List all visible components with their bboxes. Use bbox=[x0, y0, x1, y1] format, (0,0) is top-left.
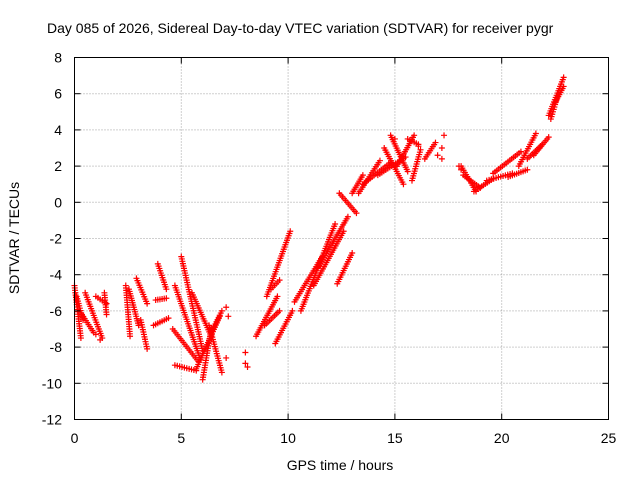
data-point bbox=[127, 333, 134, 340]
data-point bbox=[163, 286, 170, 293]
data-point bbox=[218, 307, 225, 314]
axis-ticks bbox=[74, 57, 609, 420]
data-point bbox=[391, 135, 398, 142]
data-point bbox=[332, 221, 339, 228]
data-point bbox=[144, 300, 151, 307]
y-tick-label: -12 bbox=[42, 412, 62, 428]
data-point bbox=[103, 311, 110, 318]
y-tick-label: 6 bbox=[54, 86, 62, 102]
data-point bbox=[144, 345, 151, 352]
data-point bbox=[353, 210, 360, 217]
data-point bbox=[103, 300, 110, 307]
y-tick-label: 8 bbox=[54, 50, 62, 66]
y-tick-label: -8 bbox=[50, 339, 63, 355]
y-tick-label: -6 bbox=[50, 303, 63, 319]
data-point bbox=[438, 145, 445, 151]
data-point bbox=[376, 157, 383, 164]
chart-title: Day 085 of 2026, Sidereal Day-to-day VTE… bbox=[47, 20, 554, 36]
y-tick-label: 0 bbox=[54, 194, 62, 210]
data-point bbox=[438, 155, 445, 162]
data-point bbox=[434, 152, 441, 159]
data-point bbox=[411, 132, 418, 139]
x-axis-label: GPS time / hours bbox=[287, 457, 394, 473]
data-point bbox=[276, 307, 283, 314]
x-tick-label: 20 bbox=[494, 430, 510, 446]
data-point bbox=[417, 146, 424, 153]
x-tick-label: 5 bbox=[177, 430, 185, 446]
data-point bbox=[276, 277, 283, 284]
data-point bbox=[218, 369, 225, 376]
data-point bbox=[135, 322, 142, 329]
y-tick-label: 4 bbox=[54, 122, 62, 138]
x-tick-label: 25 bbox=[601, 430, 617, 446]
data-point bbox=[404, 168, 411, 175]
data-point bbox=[287, 228, 294, 235]
data-point bbox=[441, 132, 448, 139]
data-point bbox=[289, 307, 296, 314]
data-point bbox=[415, 143, 422, 150]
data-point bbox=[560, 83, 567, 90]
data-point bbox=[517, 148, 524, 155]
data-point bbox=[274, 293, 281, 300]
data-point bbox=[400, 181, 407, 188]
grid bbox=[74, 57, 609, 420]
data-point bbox=[77, 335, 84, 342]
y-axis-label: SDTVAR / TECUs bbox=[6, 182, 22, 294]
data-point bbox=[244, 364, 251, 371]
data-point bbox=[242, 349, 249, 356]
data-point bbox=[165, 315, 172, 322]
data-point bbox=[455, 163, 462, 170]
y-tick-labels: -12 -10 -8 -6 -4 -2 0 2 4 6 8 bbox=[42, 50, 62, 428]
data-point bbox=[432, 139, 439, 146]
y-tick-label: -4 bbox=[50, 267, 63, 283]
data-point bbox=[545, 134, 552, 141]
data-point bbox=[97, 336, 104, 343]
x-tick-label: 10 bbox=[280, 430, 296, 446]
data-point bbox=[458, 166, 465, 173]
x-tick-labels: 0 5 10 15 20 25 bbox=[71, 430, 617, 446]
x-tick-label: 15 bbox=[387, 430, 403, 446]
y-tick-label: -10 bbox=[42, 375, 62, 391]
data-point bbox=[349, 249, 356, 256]
x-tick-label: 0 bbox=[71, 430, 79, 446]
data-point bbox=[223, 304, 230, 311]
data-point bbox=[560, 74, 567, 81]
data-points bbox=[71, 74, 567, 383]
y-tick-label: -2 bbox=[50, 231, 63, 247]
data-point bbox=[225, 313, 232, 320]
data-point bbox=[223, 354, 230, 361]
data-point bbox=[359, 172, 366, 179]
data-point bbox=[163, 295, 170, 302]
data-point bbox=[344, 213, 351, 220]
y-tick-label: 2 bbox=[54, 158, 62, 174]
data-point bbox=[242, 360, 249, 367]
data-point bbox=[524, 166, 531, 173]
data-point bbox=[532, 130, 539, 137]
data-point bbox=[92, 331, 99, 338]
